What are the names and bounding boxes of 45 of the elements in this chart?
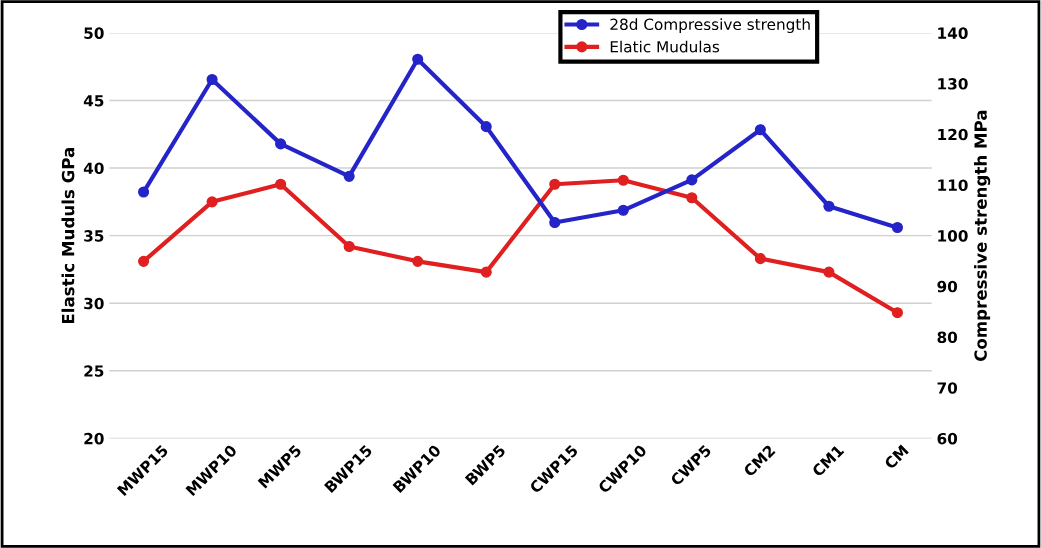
point	[480, 266, 492, 278]
point	[686, 192, 698, 204]
y-tick-label: 25	[84, 365, 104, 377]
point	[549, 178, 561, 190]
point	[686, 174, 698, 186]
point	[343, 170, 355, 182]
point	[275, 138, 287, 150]
point	[617, 204, 629, 216]
point	[206, 196, 218, 208]
point	[549, 216, 561, 229]
point	[138, 186, 150, 198]
point	[275, 178, 287, 190]
point	[823, 266, 835, 278]
y2-tick-label: 140	[938, 27, 968, 39]
y2-tick-label: 120	[938, 128, 968, 141]
point	[617, 174, 629, 186]
point	[823, 200, 835, 212]
y-tick-label: 45	[83, 95, 104, 107]
y2-tick-label: 110	[938, 179, 968, 191]
legend-label: Elatic Mudulas	[610, 40, 720, 53]
y-axis-title: Elastic Muduls GPa	[61, 147, 75, 324]
y2-axis-title: Compressive strength MPa	[974, 110, 991, 362]
point	[754, 253, 766, 265]
y-tick-label: 40	[83, 162, 104, 175]
point	[138, 255, 150, 267]
point	[343, 240, 355, 253]
legend-label: 28d Compressive strength	[610, 18, 810, 34]
point	[891, 221, 903, 234]
y-tick-label: 30	[84, 297, 104, 310]
point	[480, 121, 492, 133]
point	[891, 307, 903, 319]
point	[206, 73, 218, 86]
y2-tick-label: 60	[937, 432, 958, 445]
point	[412, 53, 424, 65]
point	[412, 255, 424, 267]
point	[754, 124, 766, 136]
y-tick-label: 20	[84, 432, 104, 445]
y2-tick-label: 90	[937, 280, 958, 293]
x-tick-label: CM	[883, 444, 909, 470]
y-tick-label: 50	[84, 27, 104, 39]
y2-tick-label: 130	[938, 78, 968, 90]
y2-tick-label: 70	[937, 382, 958, 394]
y-tick-label: 35	[84, 230, 104, 242]
y2-tick-label: 100	[938, 230, 968, 242]
y2-tick-label: 80	[937, 331, 958, 344]
